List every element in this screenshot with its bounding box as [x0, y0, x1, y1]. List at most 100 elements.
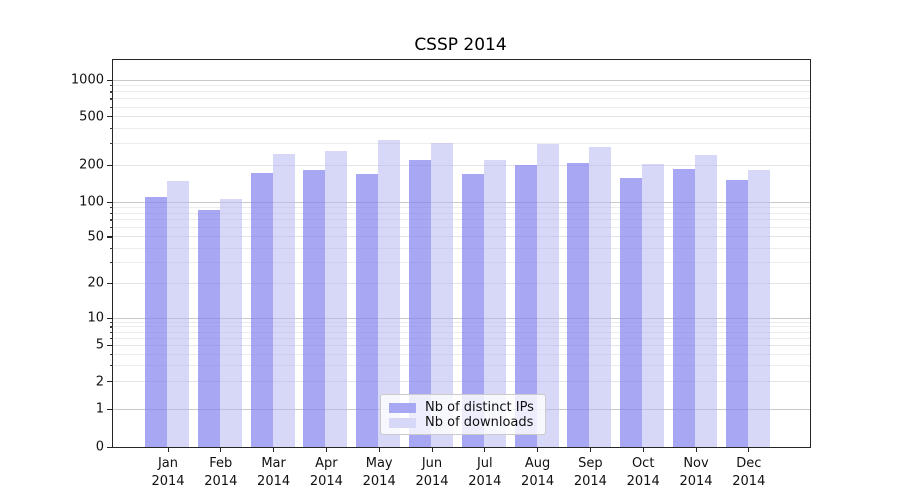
- bar-distinct-ips: [620, 177, 643, 447]
- bar-downloads: [431, 142, 453, 447]
- y-gridline: [113, 212, 810, 214]
- x-tick-label: Jun 2014: [402, 455, 462, 490]
- y-tick-label: 20: [87, 275, 104, 291]
- x-tick-month: Nov: [683, 456, 709, 471]
- x-tick-label: Sep 2014: [560, 455, 620, 490]
- y-minor-tick: [110, 365, 113, 367]
- y-tick-label: 5: [95, 337, 104, 353]
- x-tick-year: 2014: [679, 473, 713, 489]
- y-minor-tick: [110, 262, 113, 264]
- y-tick: [107, 317, 113, 319]
- y-tick-label: 1000: [70, 72, 104, 88]
- legend-row: Nb of downloads: [389, 415, 537, 430]
- x-tick: [167, 447, 169, 452]
- x-tick-month: Jan: [157, 456, 179, 471]
- x-tick-label: Aug 2014: [508, 455, 568, 490]
- y-gridline: [113, 247, 810, 249]
- x-tick: [748, 447, 750, 452]
- y-minor-tick: [110, 98, 113, 100]
- y-gridline: [113, 337, 810, 339]
- y-gridline: [113, 353, 810, 355]
- y-minor-tick: [110, 85, 113, 87]
- y-gridline: [113, 262, 810, 264]
- x-tick-year: 2014: [732, 473, 766, 489]
- x-tick-label: Jan 2014: [138, 455, 198, 490]
- y-minor-tick: [110, 331, 113, 333]
- bar-distinct-ips: [725, 179, 748, 447]
- x-tick-year: 2014: [468, 473, 502, 489]
- x-tick-year: 2014: [521, 473, 555, 489]
- x-tick-month: Mar: [261, 456, 286, 471]
- bar-downloads: [272, 153, 295, 447]
- bar-downloads: [536, 143, 559, 447]
- y-tick: [107, 408, 113, 410]
- y-tick-label: 10: [87, 310, 104, 326]
- bar-downloads: [219, 199, 242, 447]
- legend-label: Nb of downloads: [425, 415, 534, 430]
- x-tick-month: May: [365, 456, 393, 471]
- y-tick-label: 200: [79, 157, 104, 173]
- bar-downloads: [167, 180, 189, 447]
- x-tick-month: Oct: [631, 456, 655, 471]
- x-tick-year: 2014: [204, 473, 238, 489]
- y-tick-label: 100: [79, 194, 104, 210]
- bar-distinct-ips: [567, 162, 590, 447]
- y-gridline: [113, 164, 810, 166]
- y-tick: [107, 79, 113, 81]
- bar-distinct-ips: [145, 196, 167, 447]
- y-tick-label: 50: [87, 229, 104, 245]
- y-gridline: [113, 381, 810, 383]
- plot-area: Nb of distinct IPs Nb of downloads 0 1 2 5 10…: [71, 59, 811, 489]
- bar-distinct-ips: [356, 173, 379, 447]
- x-tick-label: Mar 2014: [244, 455, 304, 490]
- x-tick-month: Apr: [315, 456, 338, 471]
- y-tick-label: 0: [95, 439, 104, 455]
- bar-distinct-ips: [409, 159, 431, 447]
- bar-downloads: [747, 170, 770, 447]
- y-gridline: [113, 98, 810, 100]
- bar-distinct-ips: [303, 170, 326, 447]
- y-minor-tick: [110, 143, 113, 145]
- bar-downloads: [589, 146, 612, 447]
- x-tick: [378, 447, 380, 452]
- y-gridline: [113, 106, 810, 108]
- y-gridline: [113, 219, 810, 221]
- x-tick-year: 2014: [151, 473, 185, 489]
- x-tick-month: Dec: [736, 456, 762, 471]
- y-gridline: [113, 143, 810, 145]
- y-gridline: [113, 344, 810, 346]
- x-tick: [695, 447, 697, 452]
- y-gridline: [113, 321, 810, 323]
- chart-title: CSSP 2014: [414, 35, 507, 55]
- y-minor-tick: [110, 227, 113, 229]
- y-tick-label: 500: [79, 109, 104, 125]
- bar-downloads: [695, 154, 717, 447]
- y-tick: [107, 236, 113, 238]
- y-gridline: [113, 85, 810, 87]
- legend: Nb of distinct IPs Nb of downloads: [380, 394, 546, 435]
- y-tick: [107, 344, 113, 347]
- bar-distinct-ips: [197, 209, 220, 447]
- x-tick-label: Apr 2014: [296, 455, 356, 490]
- y-minor-tick: [110, 91, 113, 93]
- y-gridline: [113, 236, 810, 238]
- y-tick: [107, 381, 113, 383]
- y-tick-label: 2: [95, 374, 104, 390]
- y-gridline: [113, 128, 810, 130]
- x-tick-month: Jul: [476, 456, 493, 471]
- x-tick: [220, 447, 222, 452]
- y-tick: [107, 116, 113, 118]
- x-tick-label: May 2014: [349, 455, 409, 490]
- x-tick-label: Oct 2014: [613, 455, 673, 490]
- legend-label: Nb of distinct IPs: [425, 400, 534, 415]
- x-tick-year: 2014: [362, 473, 396, 489]
- x-tick-label: Jul 2014: [455, 455, 515, 490]
- y-minor-tick: [110, 321, 113, 323]
- y-minor-tick: [110, 106, 113, 108]
- legend-swatch-downloads: [389, 417, 416, 428]
- x-tick: [642, 447, 644, 452]
- y-tick: [107, 282, 113, 284]
- x-tick-month: Jun: [421, 456, 443, 471]
- bar-distinct-ips: [250, 172, 273, 447]
